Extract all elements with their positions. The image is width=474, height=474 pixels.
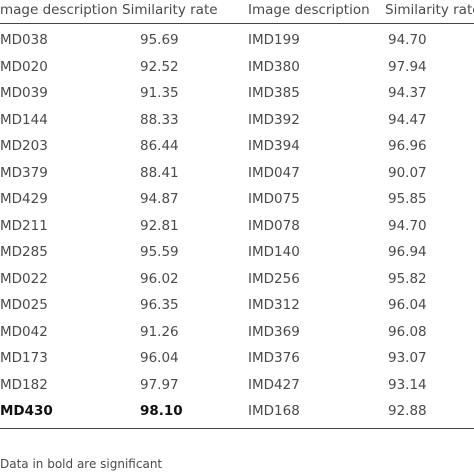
rate-cell: 90.07 — [388, 164, 427, 181]
rate-cell: 96.35 — [140, 297, 179, 313]
rate-cell: 93.14 — [388, 376, 427, 393]
rate-cell: 96.02 — [140, 270, 179, 287]
header-cell: Image description — [248, 2, 370, 18]
description-cell: MD042 — [0, 323, 48, 340]
description-cell: MD173 — [0, 350, 48, 366]
description-cell: MD203 — [0, 138, 48, 154]
rate-cell: 91.26 — [140, 323, 179, 340]
rate-cell: 86.44 — [140, 138, 179, 154]
description-cell: MD182 — [0, 376, 48, 393]
description-cell: IMD168 — [248, 403, 300, 419]
rate-cell: 96.08 — [388, 323, 427, 340]
rate-cell: 92.52 — [140, 58, 179, 75]
bottom-rule — [0, 428, 474, 429]
description-cell: MD144 — [0, 111, 48, 128]
description-cell: IMD078 — [248, 217, 300, 234]
rate-cell: 96.04 — [388, 297, 427, 313]
rate-cell: 92.88 — [388, 403, 427, 419]
header-cell: mage description — [0, 2, 118, 18]
description-cell: IMD385 — [248, 85, 300, 101]
rate-cell: 97.94 — [388, 58, 427, 75]
rate-cell: 91.35 — [140, 85, 179, 101]
header-cell: Similarity rate — [385, 2, 474, 18]
rate-cell: 95.59 — [140, 244, 179, 260]
footnote: Data in bold are significant — [0, 457, 163, 471]
description-cell: IMD256 — [248, 270, 300, 287]
rate-cell: 95.85 — [388, 191, 427, 207]
description-cell: IMD140 — [248, 244, 300, 260]
description-cell: IMD376 — [248, 350, 300, 366]
rate-cell: 96.94 — [388, 244, 427, 260]
description-cell: MD022 — [0, 270, 48, 287]
description-cell: MD285 — [0, 244, 48, 260]
rate-cell: 88.33 — [140, 111, 179, 128]
rate-cell: 94.70 — [388, 217, 427, 234]
description-cell: IMD394 — [248, 138, 300, 154]
rate-cell: 94.47 — [388, 111, 427, 128]
description-cell: IMD047 — [248, 164, 300, 181]
description-cell: MD211 — [0, 217, 48, 234]
header-cell: Similarity rate — [122, 2, 218, 18]
description-cell: IMD392 — [248, 111, 300, 128]
description-cell: IMD075 — [248, 191, 300, 207]
header-rule — [0, 23, 474, 24]
description-cell: MD430 — [0, 403, 53, 419]
rate-cell: 88.41 — [140, 164, 179, 181]
description-cell: IMD312 — [248, 297, 300, 313]
rate-cell: 96.96 — [388, 138, 427, 154]
rate-cell: 93.07 — [388, 350, 427, 366]
rate-cell: 95.82 — [388, 270, 427, 287]
rate-cell: 95.69 — [140, 32, 179, 48]
description-cell: MD038 — [0, 32, 48, 48]
description-cell: MD025 — [0, 297, 48, 313]
description-cell: MD429 — [0, 191, 48, 207]
rate-cell: 96.04 — [140, 350, 179, 366]
description-cell: IMD380 — [248, 58, 300, 75]
rate-cell: 94.87 — [140, 191, 179, 207]
rate-cell: 97.97 — [140, 376, 179, 393]
description-cell: IMD369 — [248, 323, 300, 340]
rate-cell: 94.37 — [388, 85, 427, 101]
description-cell: MD020 — [0, 58, 48, 75]
description-cell: MD379 — [0, 164, 48, 181]
description-cell: IMD199 — [248, 32, 300, 48]
rate-cell: 92.81 — [140, 217, 179, 234]
description-cell: MD039 — [0, 85, 48, 101]
description-cell: IMD427 — [248, 376, 300, 393]
rate-cell: 94.70 — [388, 32, 427, 48]
rate-cell: 98.10 — [140, 403, 183, 419]
